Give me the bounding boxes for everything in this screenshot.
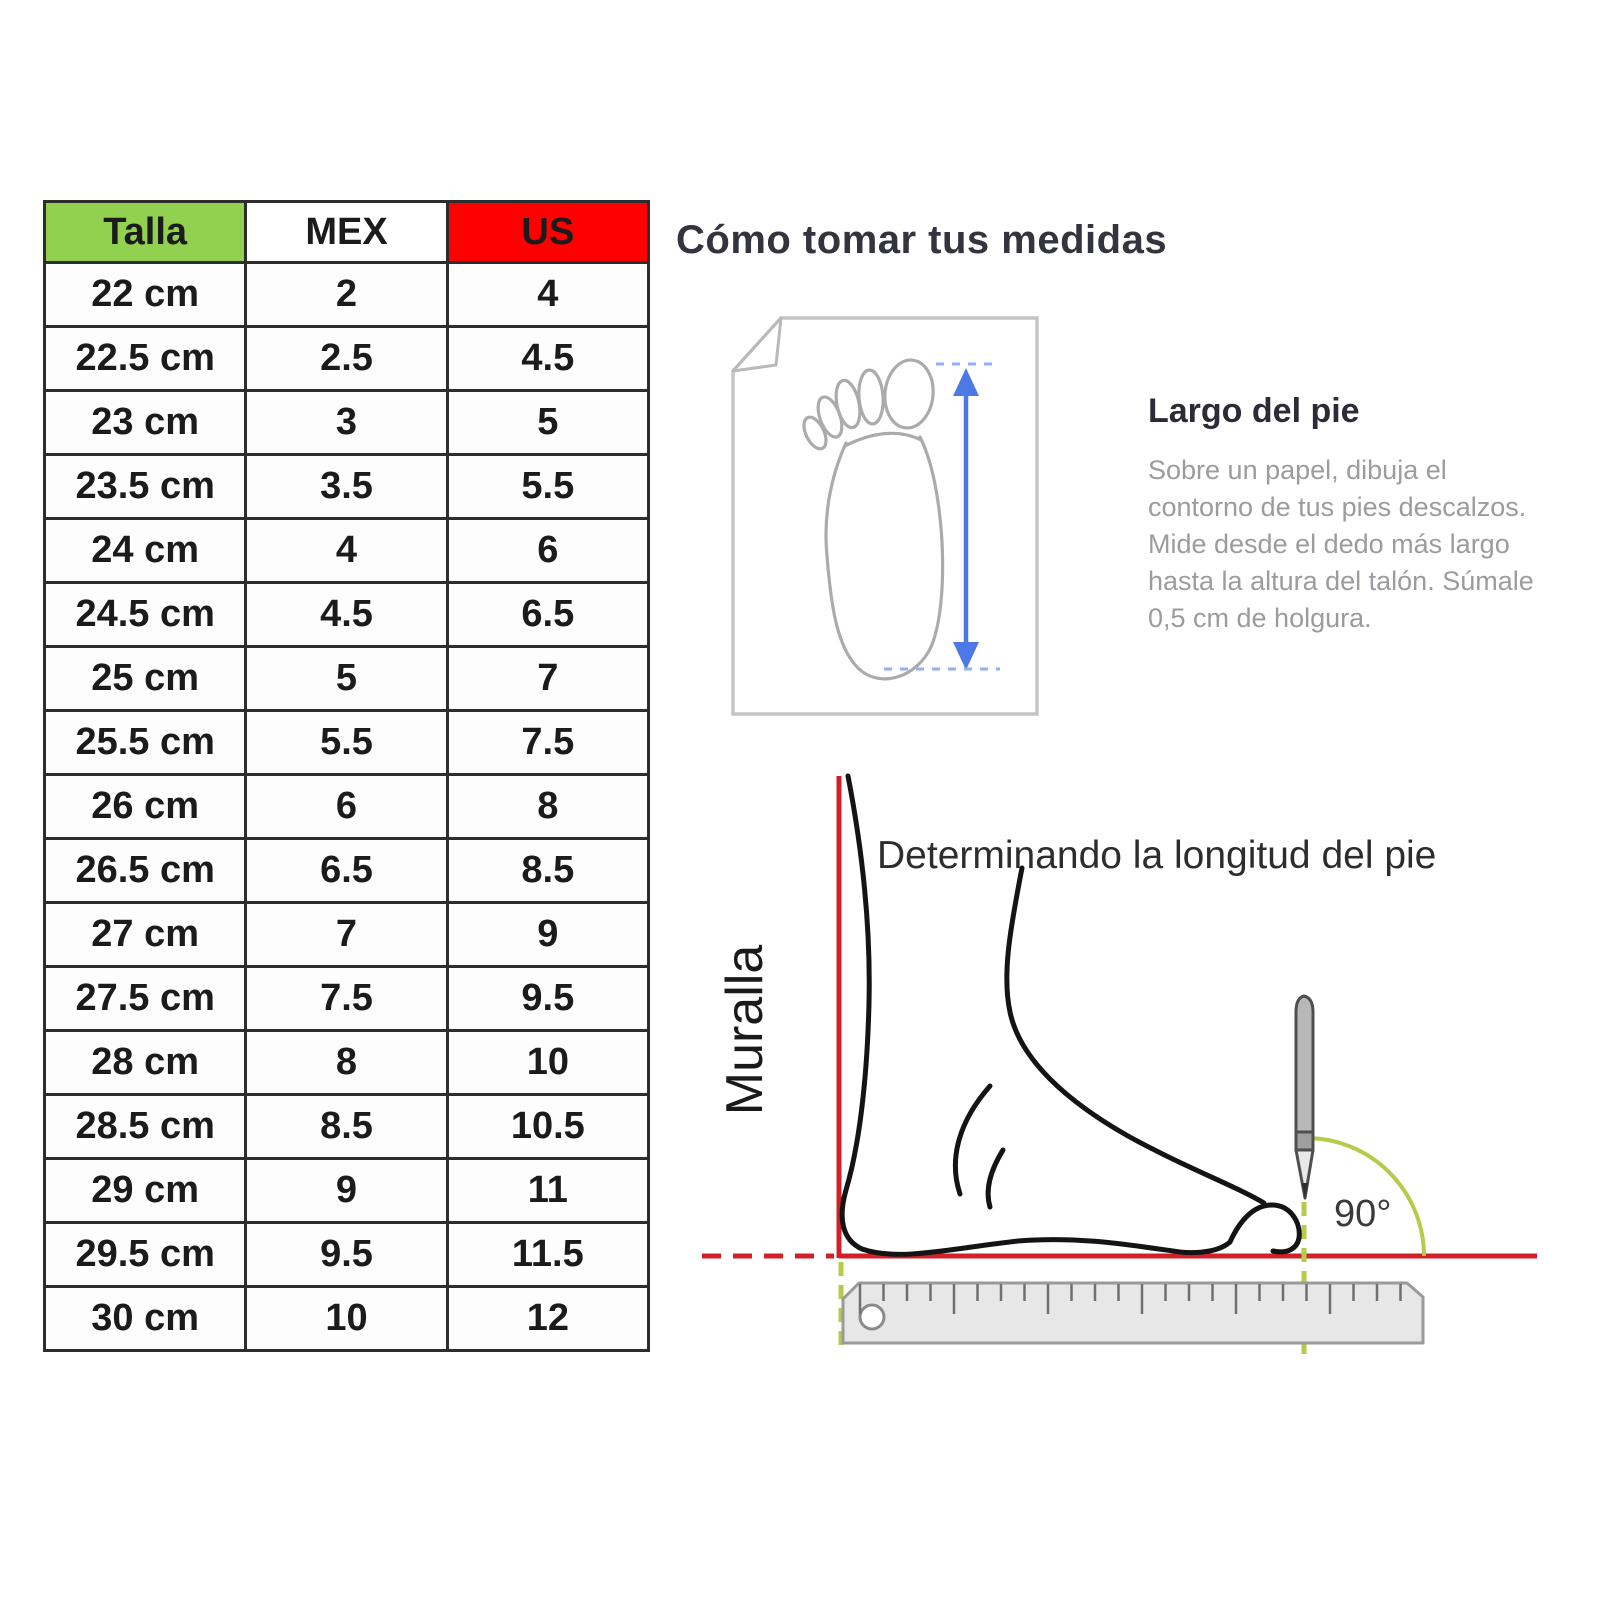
table-cell: 5.5 bbox=[244, 709, 449, 776]
table-cell: 29.5 cm bbox=[42, 1221, 248, 1288]
paper-sheet-icon bbox=[731, 316, 1039, 716]
col-header-mex: MEX bbox=[244, 200, 449, 264]
table-row: 27 cm 7 9 bbox=[42, 901, 651, 968]
angle-label: 90° bbox=[1334, 1193, 1391, 1235]
table-cell: 9 bbox=[445, 901, 651, 968]
arch-detail-2 bbox=[985, 1147, 1006, 1210]
table-cell: 8.5 bbox=[445, 837, 651, 904]
table-cell: 28.5 cm bbox=[42, 1093, 248, 1160]
table-cell: 4.5 bbox=[244, 581, 449, 648]
table-row: 28 cm 8 10 bbox=[42, 1029, 651, 1096]
table-cell: 23 cm bbox=[42, 389, 248, 456]
table-cell: 9.5 bbox=[445, 965, 651, 1032]
foot-tracing-illustration bbox=[731, 316, 1039, 716]
ruler-icon bbox=[841, 1281, 1425, 1345]
table-cell: 24 cm bbox=[42, 517, 248, 584]
table-cell: 8.5 bbox=[244, 1093, 449, 1160]
table-cell: 10.5 bbox=[445, 1093, 651, 1160]
table-cell: 6 bbox=[445, 517, 651, 584]
table-row: 23.5 cm 3.5 5.5 bbox=[42, 453, 651, 520]
foot-length-instructions: Sobre un papel, dibuja el contorno de tu… bbox=[1148, 455, 1534, 633]
guide-title: Cómo tomar tus medidas bbox=[676, 218, 1168, 262]
table-cell: 3.5 bbox=[244, 453, 449, 520]
col-header-talla: Talla bbox=[42, 200, 248, 264]
table-cell: 26 cm bbox=[42, 773, 248, 840]
table-cell: 9 bbox=[244, 1157, 449, 1224]
table-cell: 11 bbox=[445, 1157, 651, 1224]
table-row: 28.5 cm 8.5 10.5 bbox=[42, 1093, 651, 1160]
table-cell: 4.5 bbox=[445, 325, 651, 392]
size-table-body: 22 cm 2 4 22.5 cm 2.5 4.5 23 cm 3 5 23.5 cm 3.5 5.5… bbox=[42, 261, 651, 1352]
table-cell: 5 bbox=[244, 645, 449, 712]
table-cell: 7.5 bbox=[244, 965, 449, 1032]
table-cell: 27.5 cm bbox=[42, 965, 248, 1032]
table-cell: 8 bbox=[244, 1029, 449, 1096]
ruler-ticks bbox=[858, 1284, 1402, 1314]
arch-detail bbox=[952, 1083, 993, 1197]
table-row: 23 cm 3 5 bbox=[42, 389, 651, 456]
table-row: 29.5 cm 9.5 11.5 bbox=[42, 1221, 651, 1288]
table-cell: 5 bbox=[445, 389, 651, 456]
table-row: 24.5 cm 4.5 6.5 bbox=[42, 581, 651, 648]
table-cell: 25.5 cm bbox=[42, 709, 248, 776]
alignment-guides bbox=[838, 1202, 1307, 1360]
table-row: 25 cm 5 7 bbox=[42, 645, 651, 712]
measure-arrow-icon bbox=[884, 362, 1000, 671]
table-cell: 7 bbox=[445, 645, 651, 712]
table-cell: 11.5 bbox=[445, 1221, 651, 1288]
table-cell: 4 bbox=[244, 517, 449, 584]
table-cell: 23.5 cm bbox=[42, 453, 248, 520]
table-cell: 2 bbox=[244, 261, 449, 328]
table-cell: 8 bbox=[445, 773, 651, 840]
table-row: 27.5 cm 7.5 9.5 bbox=[42, 965, 651, 1032]
foot-length-heading: Largo del pie bbox=[1148, 392, 1360, 430]
table-cell: 22.5 cm bbox=[42, 325, 248, 392]
foot-measuring-illustration: Determinando la longitud del pie Muralla… bbox=[702, 773, 1537, 1360]
table-row: 26.5 cm 6.5 8.5 bbox=[42, 837, 651, 904]
foot-profile-outline bbox=[839, 773, 1302, 1257]
table-cell: 10 bbox=[445, 1029, 651, 1096]
table-cell: 9.5 bbox=[244, 1221, 449, 1288]
table-cell: 24.5 cm bbox=[42, 581, 248, 648]
table-row: 22 cm 2 4 bbox=[42, 261, 651, 328]
table-cell: 22 cm bbox=[42, 261, 248, 328]
table-cell: 30 cm bbox=[42, 1285, 248, 1352]
table-cell: 7 bbox=[244, 901, 449, 968]
table-cell: 29 cm bbox=[42, 1157, 248, 1224]
table-cell: 6 bbox=[244, 773, 449, 840]
wall-and-floor-lines bbox=[702, 776, 1537, 1259]
length-diagram-title: Determinando la longitud del pie bbox=[877, 834, 1436, 877]
table-cell: 4 bbox=[445, 261, 651, 328]
table-cell: 5.5 bbox=[445, 453, 651, 520]
table-cell: 7.5 bbox=[445, 709, 651, 776]
table-row: 25.5 cm 5.5 7.5 bbox=[42, 709, 651, 776]
table-cell: 6.5 bbox=[244, 837, 449, 904]
table-header-row: Talla MEX US bbox=[42, 200, 651, 264]
table-cell: 27 cm bbox=[42, 901, 248, 968]
table-cell: 28 cm bbox=[42, 1029, 248, 1096]
table-cell: 2.5 bbox=[244, 325, 449, 392]
foot-sole-outline bbox=[802, 358, 945, 681]
table-row: 24 cm 4 6 bbox=[42, 517, 651, 584]
table-row: 29 cm 9 11 bbox=[42, 1157, 651, 1224]
table-row: 22.5 cm 2.5 4.5 bbox=[42, 325, 651, 392]
col-header-us: US bbox=[445, 200, 651, 264]
size-conversion-table: Talla MEX US 22 cm 2 4 22.5 cm 2.5 4.5 23 cm 3 5… bbox=[42, 200, 651, 1352]
table-cell: 6.5 bbox=[445, 581, 651, 648]
wall-label: Muralla bbox=[716, 945, 774, 1116]
table-cell: 12 bbox=[445, 1285, 651, 1352]
table-row: 26 cm 6 8 bbox=[42, 773, 651, 840]
angle-arc bbox=[1305, 1136, 1426, 1257]
pencil-icon bbox=[1294, 994, 1315, 1200]
table-row: 30 cm 10 12 bbox=[42, 1285, 651, 1352]
table-cell: 3 bbox=[244, 389, 449, 456]
ruler-hole bbox=[858, 1303, 886, 1331]
table-cell: 26.5 cm bbox=[42, 837, 248, 904]
table-cell: 10 bbox=[244, 1285, 449, 1352]
table-cell: 25 cm bbox=[42, 645, 248, 712]
